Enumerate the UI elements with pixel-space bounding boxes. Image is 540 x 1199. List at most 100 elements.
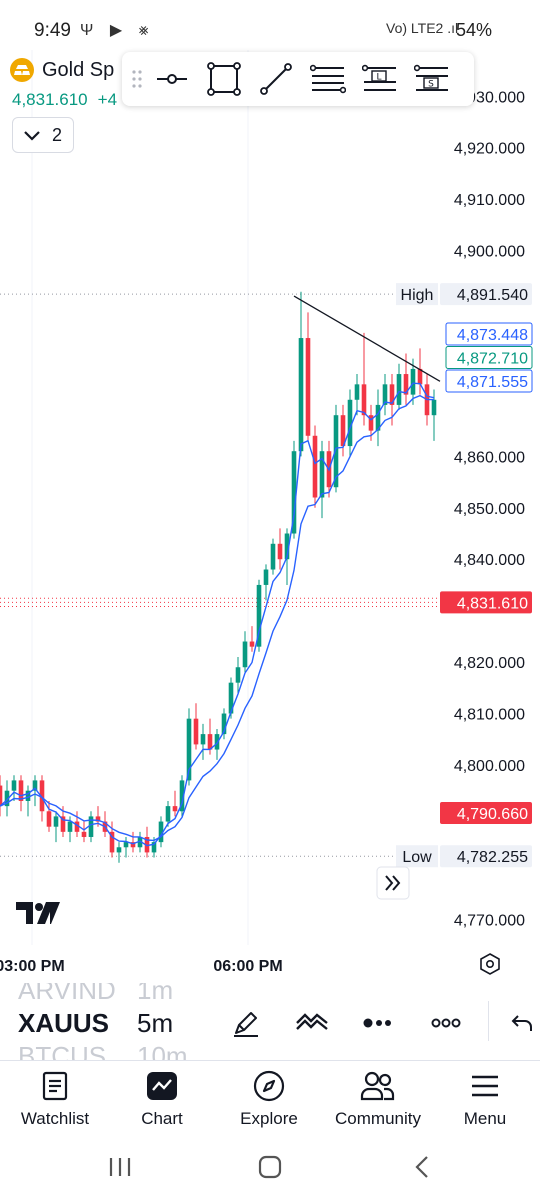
undo-icon: [511, 1015, 532, 1031]
price-axis-tick: 4,910.000: [454, 192, 525, 209]
rectangle-tool[interactable]: [198, 57, 250, 101]
nav-menu[interactable]: Menu: [430, 1069, 540, 1129]
candle: [410, 358, 416, 405]
low-label-bg: [396, 845, 438, 868]
candle: [298, 291, 304, 457]
time-axis-tick: 06:00 PM: [213, 958, 282, 975]
trend-line-icon: [260, 63, 292, 95]
symbol-picker[interactable]: ARVIND XAUUS BTCUS: [16, 983, 196, 1061]
undo-button[interactable]: [504, 1005, 540, 1041]
ma-price-tag: 4,871.555: [445, 369, 533, 393]
candle: [319, 440, 325, 519]
candle: [116, 842, 122, 863]
short-position-tool[interactable]: S: [406, 57, 458, 101]
candle-body: [256, 584, 262, 647]
candle: [200, 723, 206, 760]
candle-body: [179, 780, 185, 812]
home-button[interactable]: [250, 1152, 290, 1182]
candle-body: [417, 368, 423, 385]
candle: [74, 811, 80, 837]
battery-level: 54%: [456, 20, 493, 40]
candle: [18, 775, 24, 812]
candle-body: [207, 734, 213, 750]
nav-watchlist[interactable]: Watchlist: [0, 1069, 110, 1129]
nav-explore-label: Explore: [240, 1109, 298, 1128]
long-position-tool[interactable]: L: [354, 57, 406, 101]
more-options-button[interactable]: [426, 1005, 466, 1041]
community-icon: [360, 1069, 396, 1103]
candle-body: [81, 831, 87, 837]
candle: [46, 800, 52, 832]
candle-body: [0, 785, 3, 807]
nav-explore[interactable]: Explore: [214, 1069, 324, 1129]
candle-body: [263, 569, 269, 585]
chevron-down-icon: [24, 125, 40, 146]
timeframe-option-prev[interactable]: 1m: [137, 983, 174, 1005]
drawing-pen-button[interactable]: [226, 1005, 266, 1041]
ma-price-tag-bg: [445, 346, 533, 369]
candle: [375, 389, 381, 447]
symbol-option-selected[interactable]: XAUUS: [18, 1008, 110, 1038]
compass-icon: [253, 1069, 285, 1103]
trend-line-drawing[interactable]: [293, 295, 441, 382]
current-price-tag-bg: [440, 591, 532, 614]
fib-retracement-tool[interactable]: [302, 57, 354, 101]
candle: [221, 708, 227, 740]
candle-body: [193, 718, 199, 745]
candle: [32, 775, 38, 807]
last-price: 4,831.610: [12, 90, 88, 109]
indicators-button[interactable]: [292, 1005, 332, 1041]
candle: [277, 528, 283, 570]
candle: [53, 811, 59, 843]
recent-apps-button[interactable]: [100, 1152, 140, 1182]
timeframe-option-selected[interactable]: 5m: [137, 1008, 174, 1038]
candle-body: [340, 415, 346, 447]
candle-body: [18, 780, 24, 801]
nav-chart[interactable]: Chart: [107, 1069, 217, 1129]
timeframe-option-next[interactable]: 10m: [137, 1041, 188, 1061]
chart-icon: [146, 1069, 178, 1103]
price-axis-tick: 4,800.000: [454, 758, 525, 775]
candle-body: [165, 806, 171, 822]
horizontal-ray-tool[interactable]: [146, 57, 198, 101]
candle-body: [74, 821, 80, 832]
candle-body: [270, 543, 276, 570]
scroll-to-latest-button[interactable]: [376, 866, 410, 900]
candle-body: [319, 451, 325, 498]
nav-community-label: Community: [335, 1109, 421, 1128]
svg-text:L: L: [376, 73, 381, 83]
price-label-tag: 4,790.660: [440, 802, 532, 825]
back-button[interactable]: [402, 1152, 442, 1182]
rectangle-icon: [207, 62, 241, 96]
price-chart[interactable]: 4,930.0004,920.0004,910.0004,900.0004,86…: [0, 50, 540, 985]
candle-body: [361, 384, 367, 416]
settings-center-icon: [485, 959, 494, 968]
candle-body: [305, 338, 311, 436]
nav-community[interactable]: Community: [323, 1069, 433, 1129]
price-axis-tick: 4,770.000: [454, 912, 525, 929]
candle: [312, 425, 318, 508]
symbol-option-next[interactable]: BTCUS: [18, 1041, 107, 1061]
symbol-option-prev[interactable]: ARVIND: [18, 983, 116, 1005]
chart-settings-button[interactable]: [480, 953, 500, 975]
drag-handle-icon[interactable]: [128, 64, 146, 94]
candle: [81, 821, 87, 843]
horizontal-ray-icon: [157, 74, 187, 84]
chart-type-button[interactable]: [358, 1005, 398, 1041]
candle: [165, 800, 171, 827]
candle: [25, 785, 31, 817]
candle: [291, 440, 297, 539]
candle: [347, 389, 353, 457]
candle: [4, 780, 10, 817]
indicators-collapse-button[interactable]: 2: [12, 117, 74, 153]
trend-line-tool[interactable]: [250, 57, 302, 101]
candle: [417, 348, 423, 395]
back-icon: [415, 1156, 428, 1178]
more-horizontal-icon: [431, 1018, 461, 1028]
high-price-tag-text: 4,891.540: [457, 287, 528, 304]
timeframe-picker[interactable]: 1m 5m 10m: [135, 983, 205, 1061]
ma-price-tag-bg: [445, 322, 533, 346]
candle-body: [235, 667, 241, 683]
symbol-header[interactable]: Gold Sp: [10, 56, 114, 84]
price-axis-tick: 4,900.000: [454, 244, 525, 261]
